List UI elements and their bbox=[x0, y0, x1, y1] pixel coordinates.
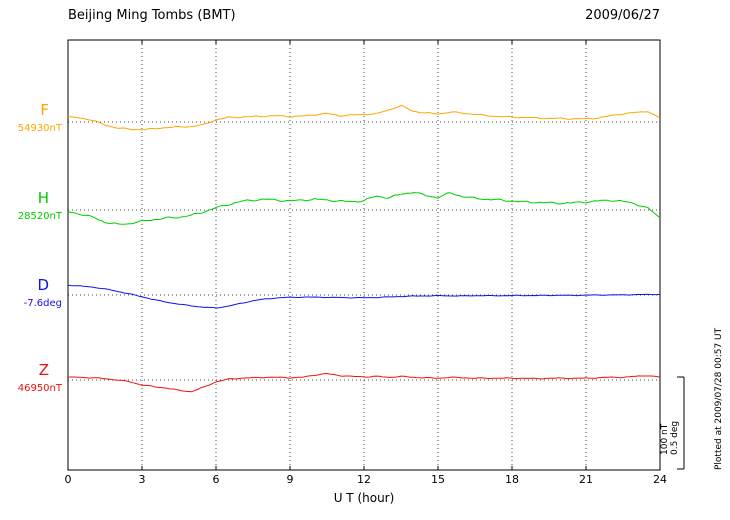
channel-baseline-D: -7.6deg bbox=[23, 297, 62, 309]
x-tick-label: 3 bbox=[138, 473, 146, 486]
scale-label-deg: 0.5 deg bbox=[670, 420, 680, 455]
x-tick-label: 9 bbox=[286, 473, 294, 486]
trace-D bbox=[67, 284, 661, 309]
channel-baseline-Z: 46950nT bbox=[17, 382, 62, 394]
trace-H bbox=[67, 192, 661, 225]
plot-date: 2009/06/27 bbox=[585, 8, 660, 23]
x-tick-label: 0 bbox=[64, 473, 72, 486]
channel-block-F: F 54930nT bbox=[0, 102, 62, 134]
channel-label-H: H bbox=[37, 189, 49, 207]
x-tick-label: 6 bbox=[212, 473, 220, 486]
x-tick-label: 12 bbox=[357, 473, 371, 486]
channel-block-H: H 28520nT bbox=[0, 190, 62, 222]
channel-baseline-F: 54930nT bbox=[17, 122, 62, 134]
channel-label-F: F bbox=[40, 101, 49, 119]
x-axis-title: U T (hour) bbox=[333, 491, 395, 505]
trace-F bbox=[67, 104, 661, 131]
channel-label-Z: Z bbox=[38, 361, 49, 379]
channel-label-D: D bbox=[37, 276, 49, 294]
station-title: Beijing Ming Tombs (BMT) bbox=[68, 8, 236, 23]
x-tick-label: 24 bbox=[653, 473, 667, 486]
channel-block-Z: Z 46950nT bbox=[0, 362, 62, 394]
scale-label-nt: 100 nT bbox=[660, 423, 670, 455]
x-tick-label: 15 bbox=[431, 473, 445, 486]
channel-baseline-H: 28520nT bbox=[17, 210, 62, 222]
trace-Z bbox=[67, 373, 661, 393]
channel-block-D: D -7.6deg bbox=[0, 277, 62, 309]
plotted-at-note: Plotted at 2009/07/28 00:57 UT bbox=[714, 327, 724, 470]
x-tick-label: 18 bbox=[505, 473, 519, 486]
x-tick-label: 21 bbox=[579, 473, 593, 486]
